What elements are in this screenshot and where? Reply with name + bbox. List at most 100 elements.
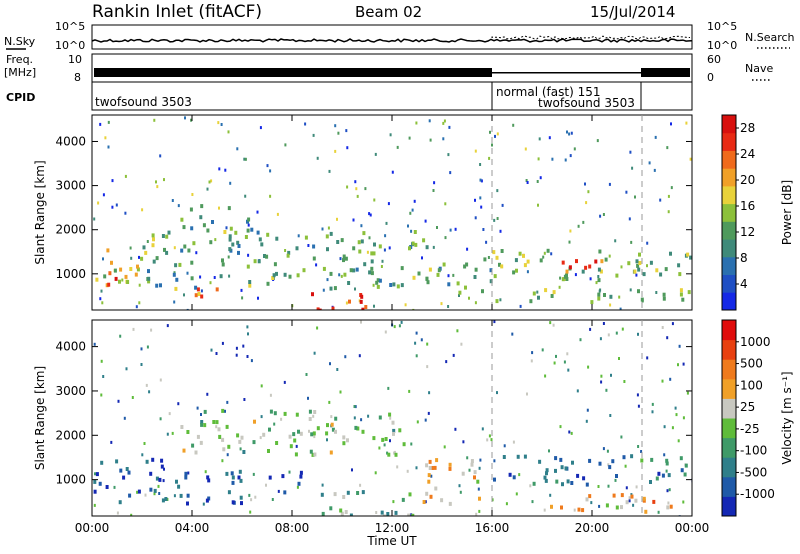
echo-pixel: [539, 258, 543, 263]
echo-pixel: [239, 478, 243, 483]
echo-pixel: [121, 278, 124, 282]
colorbar-swatch: [722, 256, 736, 275]
echo-pixel: [599, 214, 602, 218]
echo-pixel: [320, 492, 324, 497]
echo-pixel: [447, 153, 450, 157]
colorbar-frame: [721, 114, 737, 311]
echo-pixel: [331, 427, 335, 432]
echo-pixel: [679, 292, 683, 297]
echo-pixel: [180, 217, 184, 222]
echo-pixel: [487, 256, 490, 259]
echo-pixel: [361, 490, 365, 495]
echo-pixel: [489, 268, 493, 273]
echo-pixel: [546, 248, 550, 253]
echo-pixel: [113, 268, 117, 273]
echo-pixel: [447, 282, 451, 287]
echo-pixel: [315, 263, 318, 267]
echo-pixel: [400, 266, 404, 271]
echo-pixel: [577, 224, 580, 228]
echo-pixel: [226, 400, 229, 404]
nave-lo-tick: 0: [707, 71, 714, 84]
colorbar-swatch: [722, 437, 736, 458]
echo-pixel: [271, 276, 275, 280]
echo-pixel: [526, 181, 529, 184]
echo-pixel: [396, 465, 399, 469]
echo-pixel: [136, 264, 139, 269]
x-tick-label: 16:00: [475, 521, 510, 535]
echo-pixel: [560, 505, 563, 510]
echo-pixel: [313, 435, 316, 439]
echo-pixel: [312, 133, 315, 137]
echo-pixel: [605, 503, 609, 508]
echo-pixel: [584, 182, 586, 186]
echo-pixel: [669, 504, 673, 509]
echo-pixel: [384, 330, 387, 334]
echo-pixel: [144, 250, 148, 255]
echo-pixel: [458, 484, 461, 488]
echo-pixel: [200, 289, 203, 293]
power-panel: 1000 2000 3000 4000 Slant Range [km] 4 8 12 16 20…: [33, 114, 794, 311]
echo-pixel: [667, 194, 670, 198]
echo-pixel: [373, 198, 376, 202]
echo-pixel: [536, 290, 539, 294]
echo-pixel: [666, 146, 669, 150]
echo-pixel: [236, 240, 240, 245]
echo-pixel: [210, 348, 213, 352]
colorbar-tick-label: 8: [740, 251, 748, 265]
echo-pixel: [158, 492, 161, 495]
echo-pixel: [256, 230, 260, 235]
echo-pixel: [111, 179, 114, 183]
echo-pixel: [550, 294, 554, 298]
echo-pixel: [325, 431, 329, 436]
echo-pixel: [308, 409, 312, 414]
echo-pixel: [266, 232, 270, 237]
echo-pixel: [253, 259, 257, 264]
echo-pixel: [421, 256, 423, 260]
echo-pixel: [525, 179, 528, 182]
echo-pixel: [344, 510, 348, 514]
echo-pixel: [308, 429, 310, 433]
echo-pixel: [489, 279, 493, 284]
echo-pixel: [686, 252, 690, 257]
echo-pixel: [135, 305, 138, 309]
echo-pixel: [242, 344, 245, 348]
echo-pixel: [330, 422, 334, 427]
echo-pixel: [117, 399, 120, 403]
echo-pixel: [227, 130, 230, 134]
echo-pixel: [597, 485, 600, 488]
echo-pixel: [394, 510, 398, 515]
echo-pixel: [333, 286, 337, 291]
echo-pixel: [602, 322, 605, 325]
echo-pixel: [664, 267, 668, 272]
echo-pixel: [479, 196, 482, 200]
echo-pixel: [98, 481, 102, 486]
echo-pixel: [370, 271, 374, 276]
echo-pixel: [116, 511, 119, 515]
echo-pixel: [130, 256, 133, 260]
echo-pixel: [272, 273, 276, 278]
echo-pixel: [103, 274, 107, 279]
echo-pixel: [180, 425, 184, 429]
echo-pixel: [564, 158, 567, 162]
echo-pixel: [277, 489, 280, 493]
echo-pixel: [465, 262, 469, 267]
echo-pixel: [194, 450, 198, 455]
echo-pixel: [260, 384, 263, 388]
echo-pixel: [433, 465, 437, 470]
echo-pixel: [283, 380, 286, 384]
echo-pixel: [604, 257, 608, 262]
echo-pixel: [600, 259, 604, 264]
echo-pixel: [588, 494, 592, 499]
echo-pixel: [342, 441, 346, 446]
echo-pixel: [470, 462, 474, 467]
echo-pixel: [426, 342, 429, 346]
echo-pixel: [415, 466, 418, 470]
echo-pixel: [589, 277, 592, 281]
echo-pixel: [415, 331, 418, 335]
echo-pixel: [370, 266, 374, 271]
echo-pixel: [490, 438, 493, 442]
echo-pixel: [567, 368, 570, 372]
echo-pixel: [284, 249, 287, 252]
echo-pixel: [461, 471, 465, 476]
echo-pixel: [312, 431, 316, 436]
